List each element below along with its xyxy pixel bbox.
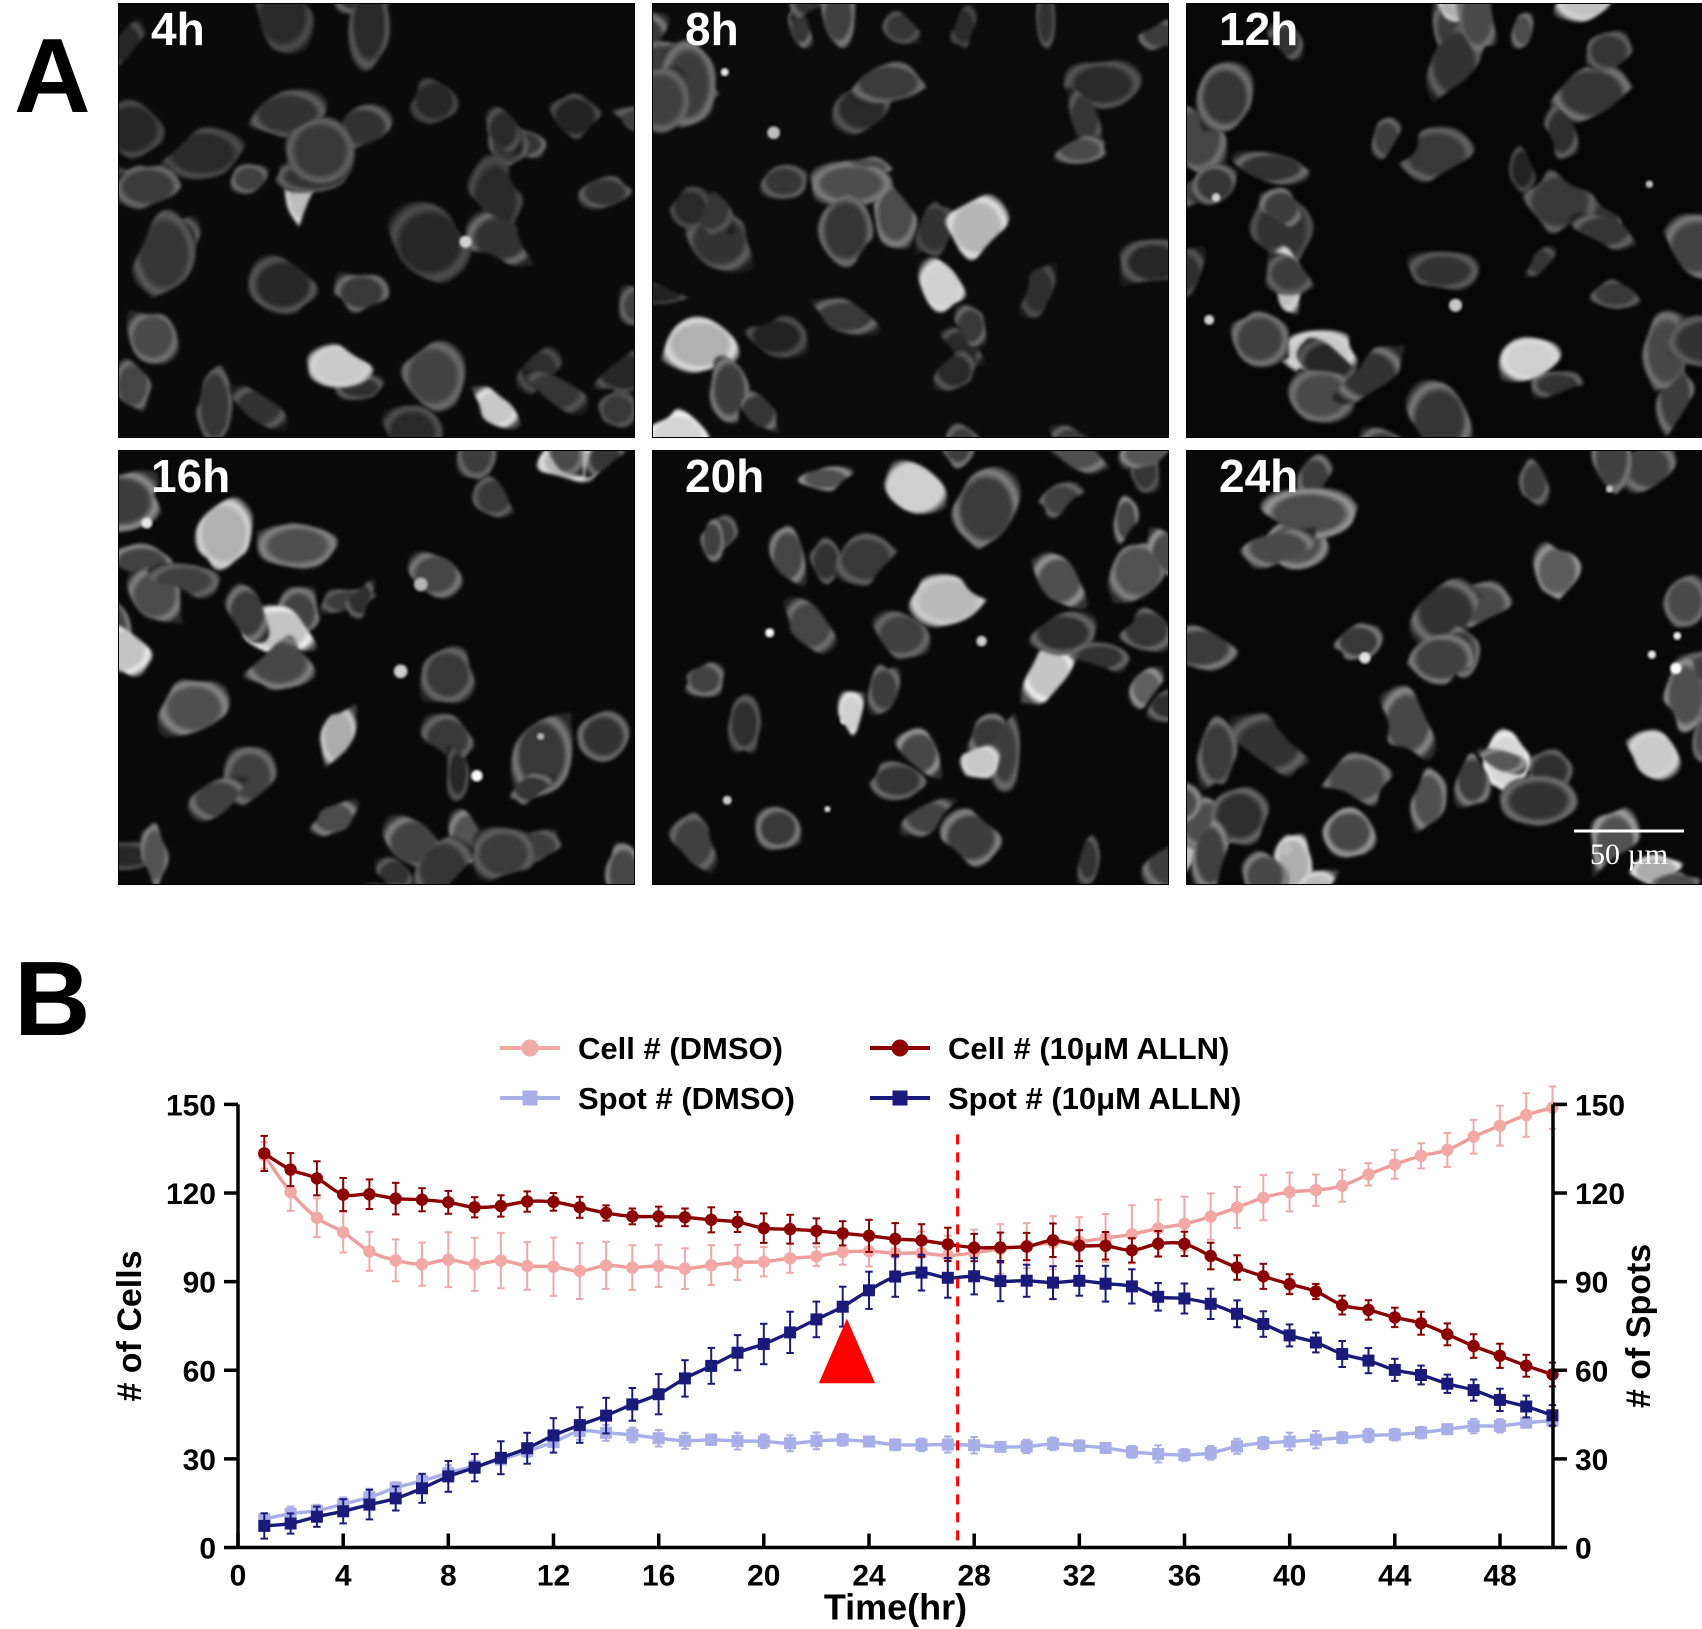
svg-text:20: 20	[747, 1560, 780, 1593]
svg-text:Cell # (DMSO): Cell # (DMSO)	[578, 1031, 783, 1066]
svg-text:44: 44	[1378, 1560, 1412, 1593]
svg-text:16: 16	[642, 1560, 675, 1593]
svg-text:# of Cells: # of Cells	[111, 1250, 149, 1401]
svg-text:# of Spots: # of Spots	[1620, 1244, 1658, 1408]
svg-text:32: 32	[1063, 1560, 1096, 1593]
svg-text:150: 150	[166, 1089, 216, 1122]
svg-text:90: 90	[1575, 1267, 1608, 1300]
svg-text:36: 36	[1168, 1560, 1201, 1593]
svg-text:50 µm: 50 µm	[1590, 838, 1668, 871]
svg-text:Cell # (10μM ALLN): Cell # (10μM ALLN)	[948, 1031, 1229, 1066]
svg-text:0: 0	[230, 1560, 247, 1593]
svg-text:120: 120	[166, 1178, 216, 1211]
svg-text:30: 30	[183, 1444, 216, 1477]
svg-text:12: 12	[537, 1560, 570, 1593]
svg-text:Spot # (10μM ALLN): Spot # (10μM ALLN)	[948, 1081, 1241, 1116]
svg-text:30: 30	[1575, 1444, 1608, 1477]
svg-text:40: 40	[1273, 1560, 1306, 1593]
svg-text:60: 60	[1575, 1355, 1608, 1388]
svg-text:0: 0	[199, 1533, 216, 1566]
svg-text:90: 90	[183, 1267, 216, 1300]
svg-text:48: 48	[1483, 1560, 1516, 1593]
svg-text:60: 60	[183, 1355, 216, 1388]
svg-text:150: 150	[1575, 1089, 1625, 1122]
svg-text:0: 0	[1575, 1533, 1592, 1566]
svg-text:Time(hr): Time(hr)	[824, 1587, 967, 1628]
svg-text:8: 8	[440, 1560, 457, 1593]
svg-text:4: 4	[335, 1560, 352, 1593]
svg-text:120: 120	[1575, 1178, 1625, 1211]
svg-text:Spot # (DMSO): Spot # (DMSO)	[578, 1081, 795, 1116]
